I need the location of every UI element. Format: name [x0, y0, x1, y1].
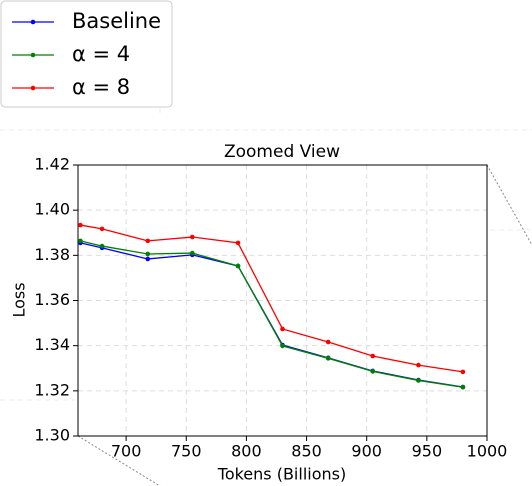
- x-tick-label: 700: [111, 442, 142, 461]
- y-tick-label: 1.34: [34, 335, 70, 354]
- legend-marker: [30, 85, 36, 91]
- legend-marker: [30, 52, 36, 58]
- y-tick-label: 1.32: [34, 380, 70, 399]
- x-tick-label: 800: [231, 442, 262, 461]
- series-line: [80, 242, 464, 388]
- chart-title: Zoomed View: [224, 142, 340, 162]
- legend-marker: [30, 19, 36, 25]
- series-line: [80, 224, 464, 373]
- point: [78, 222, 83, 228]
- legend-box: [0, 0, 173, 108]
- point: [460, 384, 466, 390]
- x-tick-label: 900: [351, 442, 382, 461]
- y-tick-label: 1.36: [34, 290, 70, 309]
- legend-label: Baseline: [72, 9, 161, 33]
- point: [325, 339, 331, 345]
- point: [189, 234, 195, 240]
- point: [78, 238, 83, 244]
- legend-label: α = 8: [72, 75, 130, 99]
- x-tick-label: 850: [291, 442, 322, 461]
- point: [99, 226, 105, 232]
- zoom-connector: [486, 164, 532, 246]
- legend: Baseline α = 4 α = 8: [0, 0, 173, 108]
- y-tick-label: 1.38: [34, 245, 70, 264]
- point: [416, 362, 421, 368]
- point: [280, 343, 285, 349]
- point: [99, 243, 105, 249]
- point: [370, 369, 376, 374]
- y-tick-label: 1.42: [34, 155, 70, 174]
- point: [189, 250, 195, 256]
- x-tick-label: 1000: [467, 442, 508, 461]
- point: [370, 353, 376, 359]
- y-tick-label: 1.40: [34, 200, 70, 219]
- zoom-connector: [77, 435, 161, 486]
- point: [145, 238, 151, 244]
- point: [460, 369, 466, 375]
- y-axis-label: Loss: [10, 282, 29, 317]
- series-line: [80, 240, 464, 388]
- x-tick-label: 950: [412, 442, 443, 461]
- plot-frame: [77, 164, 488, 437]
- point: [416, 378, 421, 383]
- point: [325, 356, 331, 361]
- point: [280, 326, 285, 332]
- x-tick-label: 750: [171, 442, 202, 461]
- point: [235, 240, 241, 246]
- legend-label: α = 4: [72, 42, 130, 66]
- point: [235, 263, 241, 269]
- point: [145, 256, 151, 262]
- point: [145, 251, 151, 257]
- y-tick-label: 1.30: [34, 426, 70, 445]
- x-axis-label: Tokens (Billions): [217, 465, 346, 484]
